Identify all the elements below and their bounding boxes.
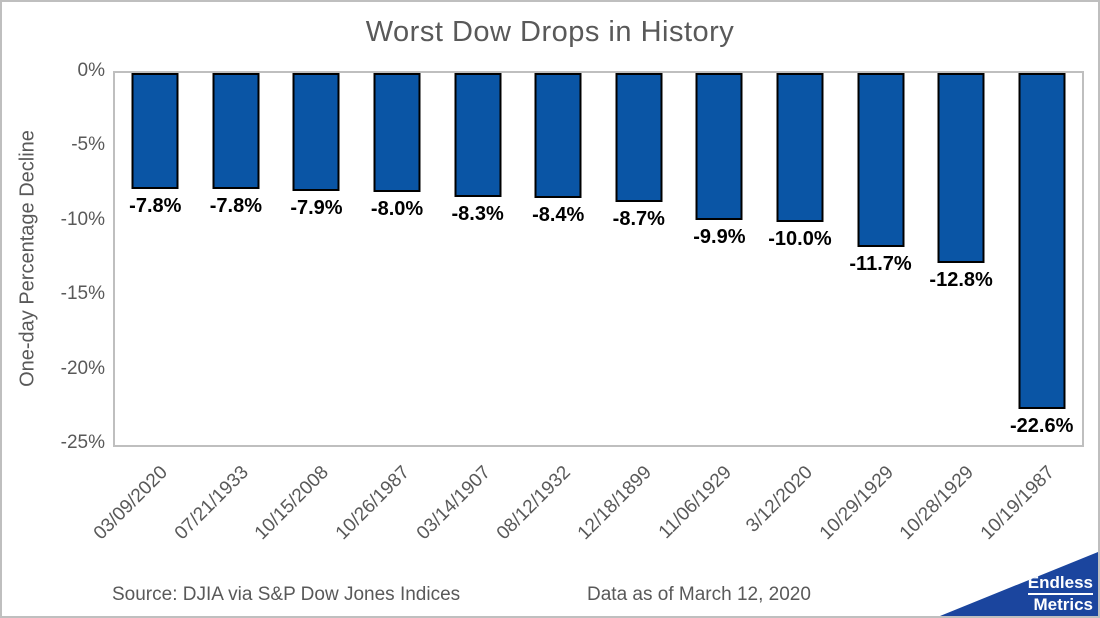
logo-line1: Endless xyxy=(1027,573,1093,595)
bar-value-label: -8.3% xyxy=(451,203,504,225)
bar-value-label: -11.7% xyxy=(849,253,912,275)
bar-slot: -8.0% xyxy=(357,73,438,445)
bar xyxy=(534,73,582,198)
bar xyxy=(454,73,502,197)
bar-value-label: -7.9% xyxy=(290,197,343,219)
logo-line2: Metrics xyxy=(1033,595,1093,614)
bar-value-label: -9.9% xyxy=(693,226,746,248)
bar xyxy=(937,73,985,263)
bar-value-label: -12.8% xyxy=(929,269,993,291)
bar-slot: -10.0% xyxy=(760,73,841,445)
bar xyxy=(615,73,663,202)
bar-slot: -7.9% xyxy=(276,73,357,445)
bar-slot: -8.4% xyxy=(518,73,599,445)
bar-value-label: -8.0% xyxy=(370,198,424,220)
y-axis-label: One-day Percentage Decline xyxy=(16,130,39,387)
bar-slot: -12.8% xyxy=(921,73,1002,445)
y-tick-label: -15% xyxy=(60,283,105,305)
bar-value-label: -7.8% xyxy=(209,195,262,217)
source-note: Source: DJIA via S&P Dow Jones Indices xyxy=(112,584,461,605)
bar xyxy=(776,73,824,222)
y-tick-label: -10% xyxy=(60,208,105,230)
y-tick-label: 0% xyxy=(77,60,105,81)
bar xyxy=(212,73,260,189)
bar xyxy=(695,73,743,220)
bar-slot: -7.8% xyxy=(115,73,196,445)
bar xyxy=(131,73,179,189)
bar-slot: -11.7% xyxy=(840,73,921,445)
endless-metrics-logo: Endless Metrics xyxy=(940,552,1098,616)
data-as-of-note: Data as of March 12, 2020 xyxy=(587,584,811,605)
y-tick-label: -25% xyxy=(60,432,105,453)
bar-slot: -22.6% xyxy=(1001,73,1082,445)
logo-text: Endless Metrics xyxy=(1027,573,1093,614)
bar xyxy=(857,73,905,247)
bar xyxy=(1018,73,1066,409)
bar-slot: -9.9% xyxy=(679,73,760,445)
bar-value-label: -8.7% xyxy=(612,208,665,230)
bar-slot: -8.3% xyxy=(437,73,518,445)
y-tick-label: -20% xyxy=(60,357,105,379)
bar-value-label: -8.4% xyxy=(532,204,585,226)
bar-value-label: -10.0% xyxy=(768,228,832,250)
bar xyxy=(292,73,340,191)
chart-title: Worst Dow Drops in History xyxy=(365,16,735,48)
bar-value-label: -7.8% xyxy=(129,195,182,217)
bar xyxy=(373,73,421,192)
bar-value-label: -22.6% xyxy=(1010,415,1074,437)
bar-slot: -7.8% xyxy=(196,73,277,445)
plot-area: -7.8% -7.8% -7.9% -8.0% -8.3% -8.4% -8.7% -9.9%… xyxy=(113,71,1084,447)
bar-slot: -8.7% xyxy=(599,73,680,445)
y-tick-label: -5% xyxy=(71,134,105,156)
